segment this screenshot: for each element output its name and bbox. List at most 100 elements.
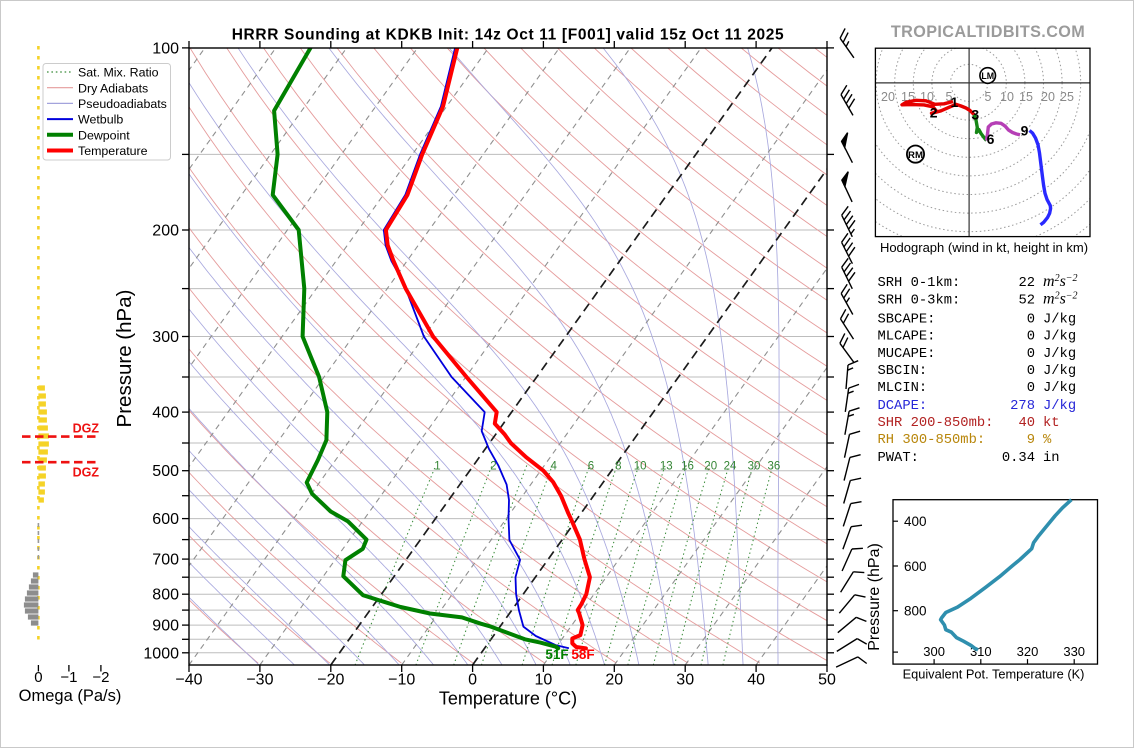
- svg-text:900: 900: [152, 618, 179, 635]
- svg-text:Sat. Mix. Ratio: Sat. Mix. Ratio: [78, 66, 159, 80]
- svg-text:−40: −40: [175, 672, 202, 689]
- svg-text:LM: LM: [981, 71, 994, 81]
- svg-text:SBCIN:: SBCIN:: [878, 364, 928, 379]
- svg-text:TROPICALTIDBITS.COM: TROPICALTIDBITS.COM: [891, 23, 1085, 41]
- svg-text:400: 400: [904, 514, 927, 529]
- svg-text:Equivalent Pot. Temperature (K: Equivalent Pot. Temperature (K): [903, 667, 1085, 682]
- svg-text:6: 6: [987, 131, 995, 147]
- svg-text:20: 20: [881, 90, 895, 104]
- svg-text:15: 15: [1019, 90, 1033, 104]
- svg-text:0: 0: [468, 672, 477, 689]
- svg-text:800: 800: [904, 604, 927, 619]
- svg-text:0: 0: [34, 669, 42, 686]
- svg-text:40: 40: [1018, 416, 1035, 431]
- svg-text:−10: −10: [388, 672, 415, 689]
- svg-text:30: 30: [748, 461, 761, 473]
- svg-text:30: 30: [676, 672, 694, 689]
- svg-text:RM: RM: [908, 150, 923, 161]
- svg-text:DGZ: DGZ: [73, 422, 100, 436]
- svg-text:52: 52: [1018, 293, 1035, 308]
- svg-text:40: 40: [747, 672, 765, 689]
- svg-text:−30: −30: [246, 672, 273, 689]
- svg-text:HRRR Sounding at KDKB Init: 14: HRRR Sounding at KDKB Init: 14z Oct 11 […: [232, 27, 785, 44]
- svg-text:20: 20: [704, 461, 717, 473]
- svg-text:200: 200: [152, 223, 179, 240]
- svg-text:DCAPE:: DCAPE:: [878, 399, 928, 414]
- svg-text:8: 8: [615, 461, 621, 473]
- svg-text:0: 0: [1027, 381, 1035, 396]
- svg-text:13: 13: [660, 461, 673, 473]
- svg-text:Omega (Pa/s): Omega (Pa/s): [19, 687, 122, 705]
- svg-text:MUCAPE:: MUCAPE:: [878, 347, 936, 362]
- svg-text:MLCAPE:: MLCAPE:: [878, 330, 936, 345]
- svg-text:800: 800: [152, 587, 179, 604]
- svg-text:J/kg: J/kg: [1043, 398, 1076, 414]
- svg-text:2: 2: [930, 105, 938, 121]
- svg-text:0: 0: [1027, 330, 1035, 345]
- svg-text:25: 25: [1060, 90, 1074, 104]
- svg-text:300: 300: [923, 644, 945, 659]
- svg-text:0.34: 0.34: [1002, 451, 1035, 466]
- svg-text:9: 9: [1027, 433, 1035, 448]
- svg-text:Pressure (hPa): Pressure (hPa): [866, 543, 883, 651]
- svg-text:6: 6: [588, 461, 594, 473]
- svg-text:278: 278: [1010, 399, 1035, 414]
- svg-text:3: 3: [971, 107, 979, 123]
- svg-text:400: 400: [152, 405, 179, 422]
- svg-text:J/kg: J/kg: [1043, 311, 1076, 327]
- svg-text:PWAT:: PWAT:: [878, 451, 919, 466]
- svg-text:RH 300-850mb:: RH 300-850mb:: [878, 432, 986, 448]
- svg-text:4: 4: [550, 461, 557, 473]
- svg-text:1000: 1000: [143, 645, 179, 662]
- svg-text:J/kg: J/kg: [1043, 363, 1076, 379]
- svg-text:0: 0: [1027, 312, 1035, 327]
- svg-text:600: 600: [904, 559, 927, 574]
- svg-text:Temperature: Temperature: [78, 144, 148, 158]
- svg-text:SBCAPE:: SBCAPE:: [878, 312, 936, 327]
- svg-text:Pressure (hPa): Pressure (hPa): [113, 290, 136, 428]
- svg-text:20: 20: [1041, 90, 1055, 104]
- svg-text:kt: kt: [1043, 415, 1060, 431]
- svg-text:Hodograph (wind in kt, height: Hodograph (wind in kt, height in km): [880, 240, 1088, 255]
- svg-text:50: 50: [818, 672, 836, 689]
- svg-text:J/kg: J/kg: [1043, 329, 1076, 345]
- svg-text:MLCIN:: MLCIN:: [878, 381, 928, 396]
- svg-text:5: 5: [985, 90, 992, 104]
- svg-text:20: 20: [605, 672, 623, 689]
- svg-text:0: 0: [1027, 347, 1035, 362]
- svg-text:10: 10: [634, 461, 647, 473]
- svg-text:%: %: [1043, 433, 1052, 448]
- svg-text:36: 36: [768, 461, 781, 473]
- svg-text:22: 22: [1018, 276, 1035, 291]
- svg-text:5: 5: [946, 90, 953, 104]
- svg-text:100: 100: [152, 40, 179, 57]
- svg-text:−20: −20: [317, 672, 344, 689]
- svg-text:SRH 0-3km:: SRH 0-3km:: [878, 292, 961, 308]
- svg-text:0: 0: [1027, 364, 1035, 379]
- svg-text:1: 1: [434, 461, 440, 473]
- svg-text:Temperature (°C): Temperature (°C): [439, 689, 577, 709]
- svg-text:1: 1: [951, 94, 959, 110]
- svg-text:Dewpoint: Dewpoint: [78, 128, 130, 142]
- svg-text:24: 24: [724, 461, 737, 473]
- svg-text:51F: 51F: [545, 647, 568, 662]
- svg-text:−2: −2: [92, 669, 109, 686]
- svg-text:700: 700: [152, 552, 179, 569]
- svg-text:58F: 58F: [571, 647, 594, 662]
- svg-text:Dry Adiabats: Dry Adiabats: [78, 81, 148, 95]
- svg-text:DGZ: DGZ: [73, 466, 100, 480]
- svg-text:2: 2: [490, 461, 496, 473]
- svg-text:−1: −1: [60, 669, 77, 686]
- svg-text:500: 500: [152, 463, 179, 480]
- svg-text:330: 330: [1063, 644, 1085, 659]
- svg-text:Pseudoadiabats: Pseudoadiabats: [78, 97, 167, 111]
- svg-text:SRH 0-1km:: SRH 0-1km:: [878, 275, 961, 291]
- svg-text:10: 10: [1000, 90, 1014, 104]
- svg-text:320: 320: [1017, 644, 1039, 659]
- svg-text:J/kg: J/kg: [1043, 380, 1076, 396]
- svg-text:9: 9: [1021, 123, 1029, 139]
- svg-text:Wetbulb: Wetbulb: [78, 113, 123, 127]
- svg-text:SHR 200-850mb:: SHR 200-850mb:: [878, 415, 994, 431]
- svg-text:J/kg: J/kg: [1043, 346, 1076, 362]
- svg-text:300: 300: [152, 329, 179, 346]
